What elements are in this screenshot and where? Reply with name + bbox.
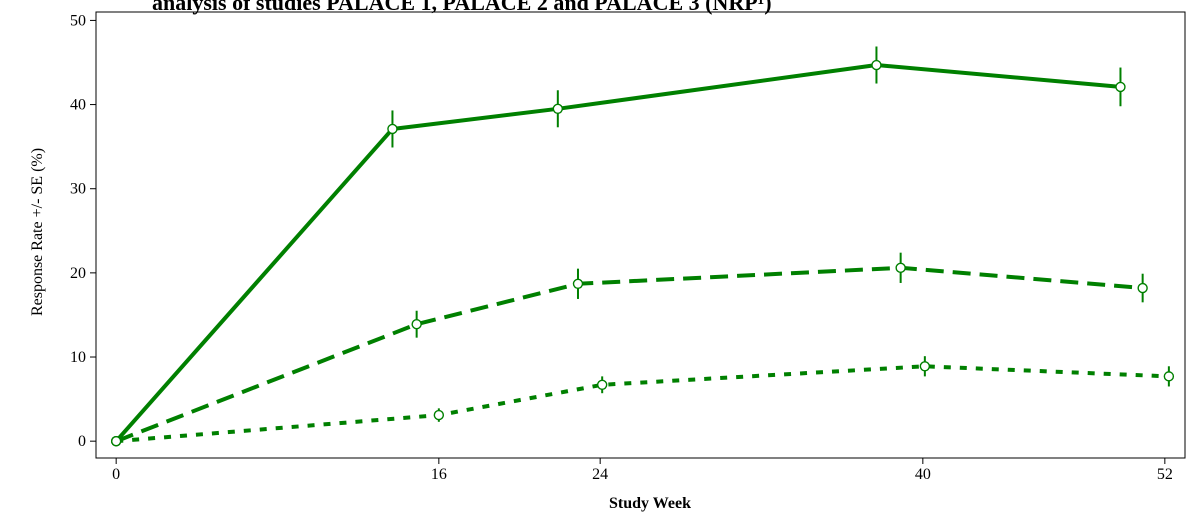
x-tick-label: 40: [915, 466, 931, 483]
data-point: [1137, 282, 1148, 294]
series-solid: [110, 46, 1126, 447]
data-point: [572, 278, 584, 290]
data-point: [1163, 371, 1175, 382]
data-point: [596, 379, 608, 390]
plot-frame: [95, 11, 1186, 459]
series-layer: [110, 46, 1175, 447]
y-tick-label: 0: [78, 433, 86, 450]
x-tick-label: 24: [592, 466, 608, 483]
chart-title: analysis of studies PALACE 1, PALACE 2 a…: [152, 0, 772, 15]
series-line-dotted: [116, 364, 1169, 444]
data-point: [895, 262, 906, 274]
series-dotted: [110, 356, 1175, 447]
y-axis-label: Response Rate +/- SE (%): [29, 148, 46, 316]
data-point: [871, 59, 882, 71]
y-tick-label: 40: [70, 97, 86, 114]
data-point: [411, 319, 422, 330]
series-line-dashed: [115, 265, 1143, 444]
y-tick-label: 30: [70, 181, 86, 198]
y-tick-label: 20: [70, 265, 86, 282]
data-point: [919, 361, 931, 372]
y-axis-ticks: 0 10 20 30 40 50: [70, 12, 96, 450]
y-tick-label: 50: [70, 12, 86, 29]
y-tick-label: 10: [70, 349, 86, 366]
data-point: [387, 123, 398, 135]
x-tick-label: 16: [431, 466, 447, 483]
data-point: [552, 103, 564, 114]
data-point: [433, 409, 445, 421]
series-line-solid: [114, 63, 1121, 443]
x-axis-label: Study Week: [609, 495, 691, 512]
data-point: [110, 435, 122, 447]
x-axis-ticks: 0 16 24 40 52: [112, 458, 1173, 483]
x-tick-label: 52: [1157, 466, 1173, 483]
data-point: [1115, 81, 1126, 93]
x-tick-label: 0: [112, 466, 120, 483]
series-dashed: [110, 252, 1148, 447]
